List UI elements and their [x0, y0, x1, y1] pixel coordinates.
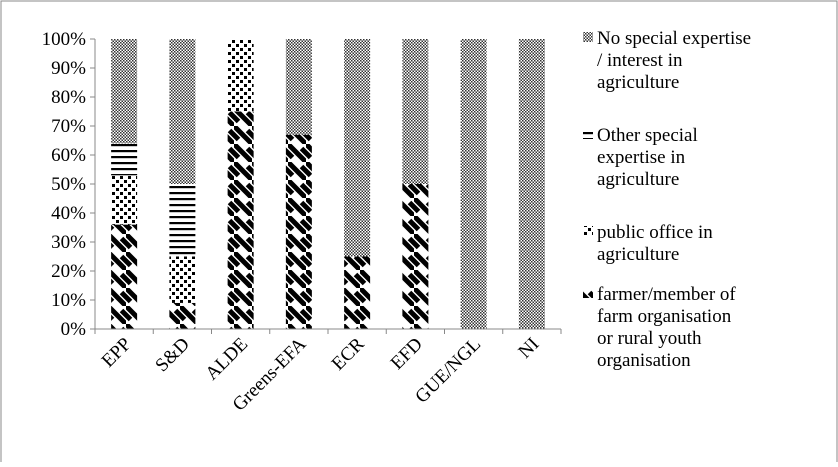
- bar-segment: [227, 111, 254, 329]
- bar-segment: [518, 39, 545, 329]
- x-tick-label: S&D: [151, 334, 193, 376]
- y-tick-label: 70%: [51, 116, 86, 137]
- x-tick-label: EPP: [98, 334, 136, 372]
- legend-swatch: [583, 129, 593, 139]
- legend-swatch: [583, 226, 593, 236]
- bar-segment: [344, 256, 371, 329]
- bar-segment: [111, 224, 138, 329]
- bar-segment: [227, 39, 254, 112]
- bar-segment: [344, 39, 371, 257]
- legend-label: No special expertise / interest in agricul…: [597, 28, 751, 93]
- y-tick-label: 40%: [51, 203, 86, 224]
- x-tick-label: ECR: [328, 333, 369, 374]
- legend-label: public office in agriculture: [597, 222, 713, 265]
- bar-segment: [111, 175, 138, 225]
- bar-segment: [460, 39, 487, 329]
- y-tick-label: 30%: [51, 232, 86, 253]
- legend-swatch: [583, 288, 593, 298]
- y-tick-label: 60%: [51, 145, 86, 166]
- bar-segment: [169, 184, 196, 257]
- bar-segment: [169, 302, 196, 329]
- bar-segment: [111, 143, 138, 176]
- y-tick-label: 10%: [51, 290, 86, 311]
- x-tick-label: NI: [514, 334, 543, 363]
- y-tick-label: 20%: [51, 261, 86, 282]
- legend-label: Other special expertise in agriculture: [597, 125, 698, 190]
- bar-segment: [169, 39, 196, 184]
- legend-label: farmer/member of farm organisation or rura…: [597, 284, 736, 371]
- x-tick-label: EFD: [387, 334, 427, 374]
- y-tick-label: 90%: [51, 58, 86, 79]
- bar-segment: [402, 39, 429, 184]
- y-tick-label: 100%: [42, 29, 87, 50]
- x-tick-label: ALDE: [201, 334, 252, 385]
- bar-segment: [285, 134, 312, 329]
- bar-segment: [285, 39, 312, 135]
- bar-segment: [169, 256, 196, 303]
- y-tick-label: 50%: [51, 174, 86, 195]
- legend-swatch: [583, 32, 593, 42]
- bar-segment: [402, 184, 429, 329]
- y-tick-label: 0%: [61, 319, 87, 340]
- y-tick-label: 80%: [51, 87, 86, 108]
- bar-segment: [111, 39, 138, 144]
